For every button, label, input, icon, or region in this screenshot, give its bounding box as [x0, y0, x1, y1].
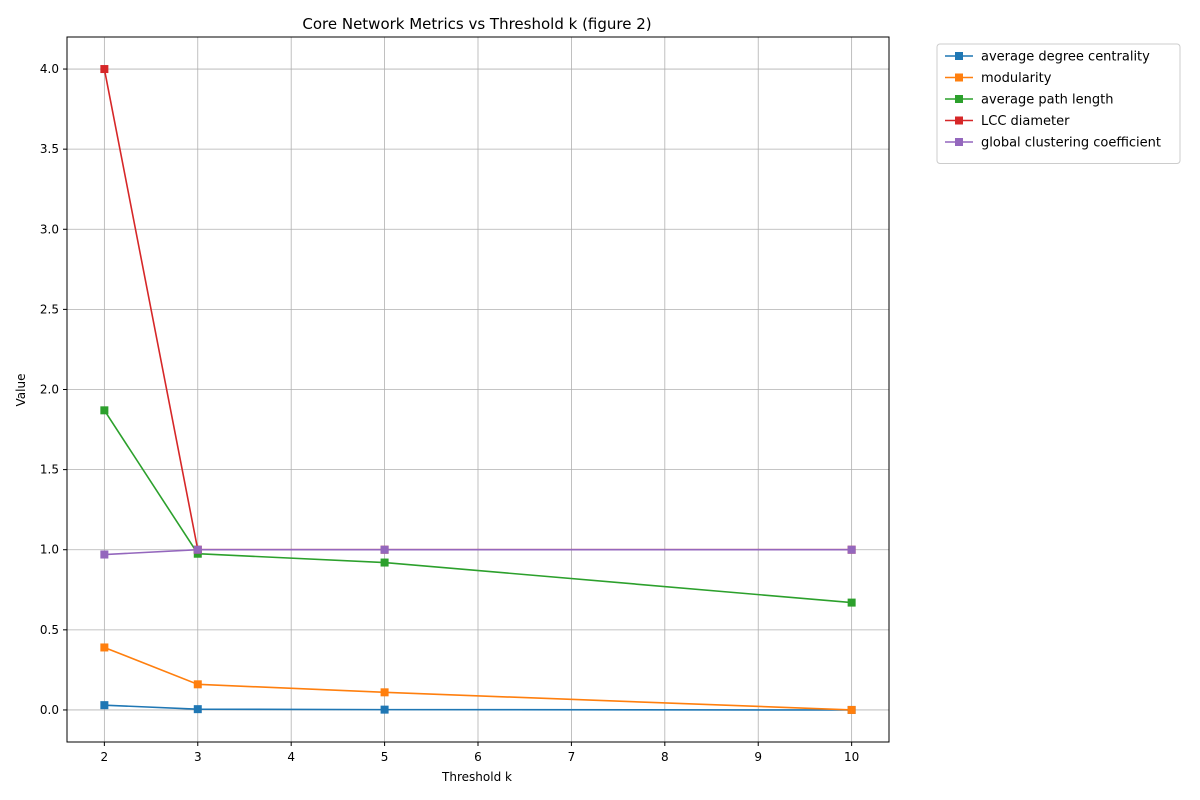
x-tick-label: 9 — [754, 750, 762, 764]
legend-marker — [955, 138, 963, 146]
data-point — [193, 705, 202, 714]
x-tick-label: 4 — [287, 750, 295, 764]
data-point — [193, 549, 202, 558]
legend: average degree centrality modularity avera… — [936, 43, 1181, 164]
y-tick-label: 4.0 — [40, 62, 59, 76]
series-average-path-length — [100, 406, 856, 607]
x-tick-label: 7 — [568, 750, 576, 764]
x-tick-label: 2 — [101, 750, 109, 764]
data-point — [100, 701, 109, 710]
data-point — [380, 705, 389, 714]
x-tick-label: 5 — [381, 750, 389, 764]
x-tick-label: 3 — [194, 750, 202, 764]
data-point — [193, 680, 202, 689]
y-tick-label: 3.0 — [40, 222, 59, 236]
data-point — [847, 705, 856, 714]
legend-marker — [955, 73, 963, 82]
legend-item: LCC diameter — [945, 114, 1070, 129]
legend-box — [936, 43, 1181, 164]
legend-label: global clustering coefficient — [981, 136, 1161, 151]
series-line — [103, 409, 852, 604]
data-point — [193, 545, 202, 554]
legend-marker — [955, 116, 963, 125]
y-tick-label: 0.0 — [40, 703, 59, 717]
x-tick-label: 8 — [661, 750, 669, 764]
legend-label: average path length — [981, 93, 1113, 108]
x-axis-label: Threshold k — [441, 770, 512, 784]
legend-label: average degree centrality — [981, 50, 1150, 65]
data-point — [847, 598, 856, 607]
axes: 2 3 4 5 6 7 8 9 10 0.0 0.5 1.0 1.5 2.0 2.5 3.0 3.5 4.0 — [40, 36, 890, 764]
legend-marker — [955, 95, 963, 103]
y-tick-label: 0.5 — [40, 623, 59, 637]
data-point — [100, 65, 109, 74]
data-point — [100, 406, 109, 415]
y-tick-label: 2.5 — [40, 302, 59, 316]
legend-item: modularity — [945, 71, 1052, 86]
series-group — [100, 65, 856, 714]
legend-item: global clustering coefficient — [945, 136, 1161, 151]
y-tick-label: 2.0 — [40, 383, 59, 397]
x-tick-label: 6 — [474, 750, 482, 764]
y-tick-label: 3.5 — [40, 142, 59, 156]
legend-item: average path length — [945, 93, 1113, 108]
series-line — [104, 548, 852, 556]
legend-marker — [955, 52, 963, 60]
data-point — [100, 550, 109, 559]
data-point — [847, 545, 856, 554]
series-global-clustering-coefficient — [100, 545, 856, 559]
data-point — [380, 545, 389, 554]
y-tick-label: 1.0 — [40, 543, 59, 557]
chart-title: Core Network Metrics vs Threshold k (fig… — [302, 15, 651, 33]
series-modularity — [100, 643, 856, 714]
legend-label: modularity — [981, 71, 1052, 86]
data-point — [380, 688, 389, 697]
data-point — [380, 558, 389, 567]
series-line — [104, 646, 852, 711]
data-point — [100, 643, 109, 652]
legend-item: average degree centrality — [945, 50, 1150, 65]
y-axis-label: Value — [14, 374, 28, 407]
x-tick-label: 10 — [844, 750, 859, 764]
y-tick-label: 1.5 — [40, 463, 59, 477]
series-line — [104, 704, 852, 711]
legend-label: LCC diameter — [981, 114, 1070, 129]
